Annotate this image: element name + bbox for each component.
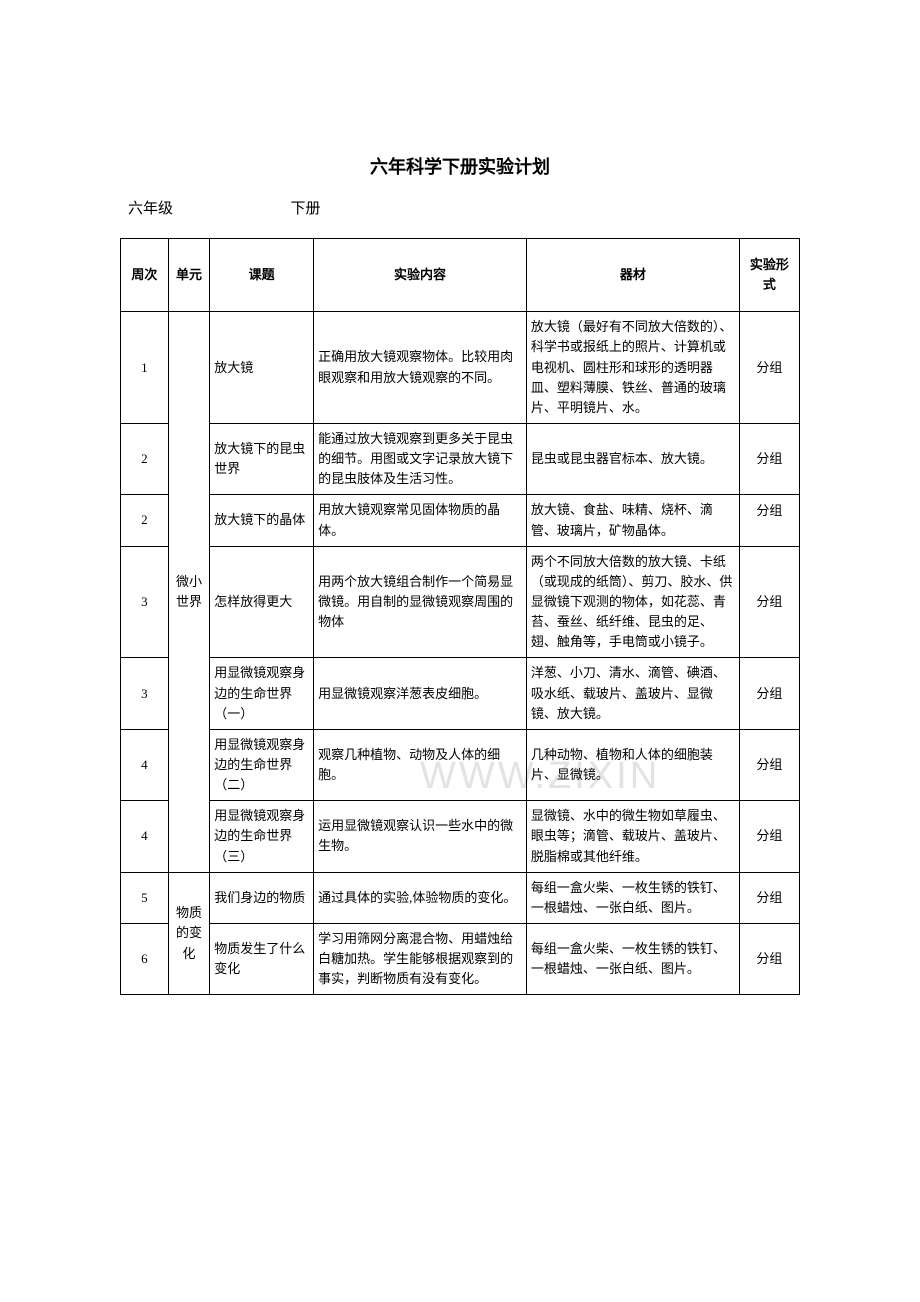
- cell-form: 分组: [739, 872, 799, 923]
- cell-week: 3: [121, 546, 169, 658]
- cell-topic: 怎样放得更大: [210, 546, 314, 658]
- cell-form: 分组: [739, 729, 799, 800]
- cell-week: 4: [121, 729, 169, 800]
- cell-content: 用两个放大镜组合制作一个简易显微镜。用自制的显微镜观察周围的物体: [314, 546, 527, 658]
- grade-text: 六年级: [128, 201, 173, 217]
- table-row: 4 用显微镜观察身边的生命世界（二） 观察几种植物、动物及人体的细胞。 几种动物…: [121, 729, 800, 800]
- cell-content: 正确用放大镜观察物体。比较用肉眼观察和用放大镜观察的不同。: [314, 312, 527, 424]
- cell-material: 每组一盒火柴、一枚生锈的铁钉、一根蜡烛、一张白纸、图片。: [526, 923, 739, 994]
- experiment-table: 周次 单元 课题 实验内容 器材 实验形式 1 微小世界 放大镜 正确用放大镜观…: [120, 238, 800, 995]
- cell-form: 分组: [739, 658, 799, 729]
- cell-content: 用显微镜观察洋葱表皮细胞。: [314, 658, 527, 729]
- cell-form: 分组: [739, 495, 799, 546]
- cell-week: 4: [121, 801, 169, 872]
- table-header-row: 周次 单元 课题 实验内容 器材 实验形式: [121, 239, 800, 312]
- table-row: 2 放大镜下的晶体 用放大镜观察常见固体物质的晶体。 放大镜、食盐、味精、烧杯、…: [121, 495, 800, 546]
- cell-material: 每组一盒火柴、一枚生锈的铁钉、一根蜡烛、一张白纸、图片。: [526, 872, 739, 923]
- cell-form: 分组: [739, 546, 799, 658]
- th-form: 实验形式: [739, 239, 799, 312]
- table-row: 3 用显微镜观察身边的生命世界（一） 用显微镜观察洋葱表皮细胞。 洋葱、小刀、清…: [121, 658, 800, 729]
- cell-form: 分组: [739, 423, 799, 494]
- cell-material: 洋葱、小刀、清水、滴管、碘酒、吸水纸、载玻片、盖玻片、显微镜、放大镜。: [526, 658, 739, 729]
- cell-topic: 放大镜下的昆虫世界: [210, 423, 314, 494]
- th-topic: 课题: [210, 239, 314, 312]
- th-unit: 单元: [168, 239, 210, 312]
- table-row: 3 怎样放得更大 用两个放大镜组合制作一个简易显微镜。用自制的显微镜观察周围的物…: [121, 546, 800, 658]
- table-row: 1 微小世界 放大镜 正确用放大镜观察物体。比较用肉眼观察和用放大镜观察的不同。…: [121, 312, 800, 424]
- page-title: 六年科学下册实验计划: [120, 153, 800, 179]
- volume-text: 下册: [291, 201, 321, 217]
- cell-material: 显微镜、水中的微生物如草履虫、眼虫等；滴管、载玻片、盖玻片、脱脂棉或其他纤维。: [526, 801, 739, 872]
- cell-material: 放大镜、食盐、味精、烧杯、滴管、玻璃片，矿物晶体。: [526, 495, 739, 546]
- cell-unit-2: 物质的变化: [168, 872, 210, 995]
- cell-form: 分组: [739, 312, 799, 424]
- cell-week: 2: [121, 495, 169, 546]
- table-row: 5 物质的变化 我们身边的物质 通过具体的实验,体验物质的变化。 每组一盒火柴、…: [121, 872, 800, 923]
- cell-material: 昆虫或昆虫器官标本、放大镜。: [526, 423, 739, 494]
- cell-material: 几种动物、植物和人体的细胞装片、显微镜。: [526, 729, 739, 800]
- th-week: 周次: [121, 239, 169, 312]
- table-row: 4 用显微镜观察身边的生命世界（三） 运用显微镜观察认识一些水中的微生物。 显微…: [121, 801, 800, 872]
- cell-material: 放大镜（最好有不同放大倍数的）、科学书或报纸上的照片、计算机或电视机、圆柱形和球…: [526, 312, 739, 424]
- cell-content: 能通过放大镜观察到更多关于昆虫的细节。用图或文字记录放大镜下的昆虫肢体及生活习性…: [314, 423, 527, 494]
- cell-content: 学习用筛网分离混合物、用蜡烛给白糖加热。学生能够根据观察到的事实，判断物质有没有…: [314, 923, 527, 994]
- table-row: 2 放大镜下的昆虫世界 能通过放大镜观察到更多关于昆虫的细节。用图或文字记录放大…: [121, 423, 800, 494]
- th-material: 器材: [526, 239, 739, 312]
- cell-week: 5: [121, 872, 169, 923]
- cell-form: 分组: [739, 801, 799, 872]
- cell-week: 1: [121, 312, 169, 424]
- cell-week: 6: [121, 923, 169, 994]
- cell-topic: 我们身边的物质: [210, 872, 314, 923]
- cell-material: 两个不同放大倍数的放大镜、卡纸（或现成的纸筒）、剪刀、胶水、供显微镜下观测的物体…: [526, 546, 739, 658]
- cell-week: 3: [121, 658, 169, 729]
- cell-topic: 用显微镜观察身边的生命世界（三）: [210, 801, 314, 872]
- subheading: 六年级 下册: [120, 197, 800, 218]
- cell-content: 运用显微镜观察认识一些水中的微生物。: [314, 801, 527, 872]
- cell-content: 用放大镜观察常见固体物质的晶体。: [314, 495, 527, 546]
- document-page: WWW.ZIXIN 六年科学下册实验计划 六年级 下册 周次 单元 课题 实验内…: [0, 0, 920, 1302]
- cell-content: 通过具体的实验,体验物质的变化。: [314, 872, 527, 923]
- cell-topic: 用显微镜观察身边的生命世界（一）: [210, 658, 314, 729]
- cell-topic: 用显微镜观察身边的生命世界（二）: [210, 729, 314, 800]
- cell-week: 2: [121, 423, 169, 494]
- th-content: 实验内容: [314, 239, 527, 312]
- cell-content: 观察几种植物、动物及人体的细胞。: [314, 729, 527, 800]
- cell-topic: 物质发生了什么变化: [210, 923, 314, 994]
- cell-topic: 放大镜: [210, 312, 314, 424]
- cell-topic: 放大镜下的晶体: [210, 495, 314, 546]
- cell-unit-1: 微小世界: [168, 312, 210, 872]
- cell-form: 分组: [739, 923, 799, 994]
- table-row: 6 物质发生了什么变化 学习用筛网分离混合物、用蜡烛给白糖加热。学生能够根据观察…: [121, 923, 800, 994]
